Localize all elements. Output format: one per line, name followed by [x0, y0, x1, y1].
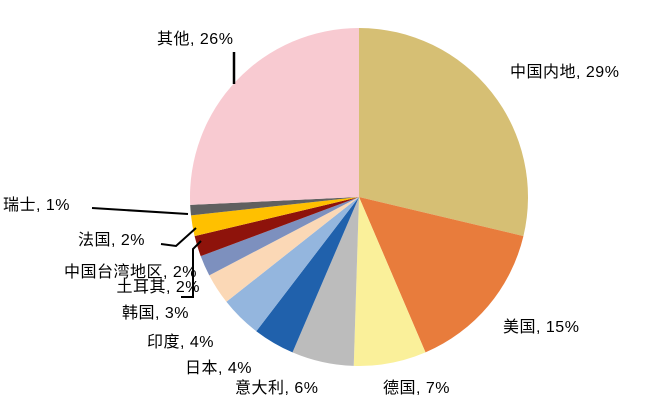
pie-slice-france — [191, 197, 359, 237]
label-france: 法国, 2% — [78, 232, 146, 249]
leader-taiwan-turkey — [181, 240, 202, 298]
pie-slice-taiwan-china — [194, 197, 359, 257]
pie-slice-usa — [359, 197, 524, 353]
label-india: 印度, 4% — [147, 334, 215, 351]
pie-slice-china-mainland — [359, 28, 528, 237]
label-switzerland: 瑞士, 1% — [3, 197, 71, 214]
pie-slice-switzerland — [190, 197, 359, 216]
pie-slice-germany — [353, 197, 426, 367]
label-south-korea: 韩国, 3% — [122, 305, 190, 322]
label-taiwan-china: 中国台湾地区, 2% — [63, 264, 197, 281]
label-japan: 日本, 4% — [185, 360, 253, 377]
pie-slices — [189, 27, 528, 367]
leader-lines — [91, 52, 236, 298]
label-germany: 德国, 7% — [383, 380, 451, 397]
leader-switzerland — [91, 207, 189, 215]
pie-slice-japan — [256, 197, 359, 353]
label-china-mainland: 中国内地, 29% — [510, 64, 620, 81]
label-usa: 美国, 15% — [503, 319, 580, 336]
pie-slice-india — [226, 197, 359, 332]
label-others: 其他, 26% — [157, 31, 234, 48]
leader-france — [160, 227, 197, 248]
pie-slice-turkey — [200, 197, 359, 276]
pie-slice-south-korea — [209, 197, 359, 302]
label-italy: 意大利, 6% — [235, 380, 319, 397]
pie-slice-others — [189, 27, 359, 205]
pie-slice-italy — [292, 197, 359, 366]
label-turkey: 土耳其, 2% — [116, 279, 200, 296]
